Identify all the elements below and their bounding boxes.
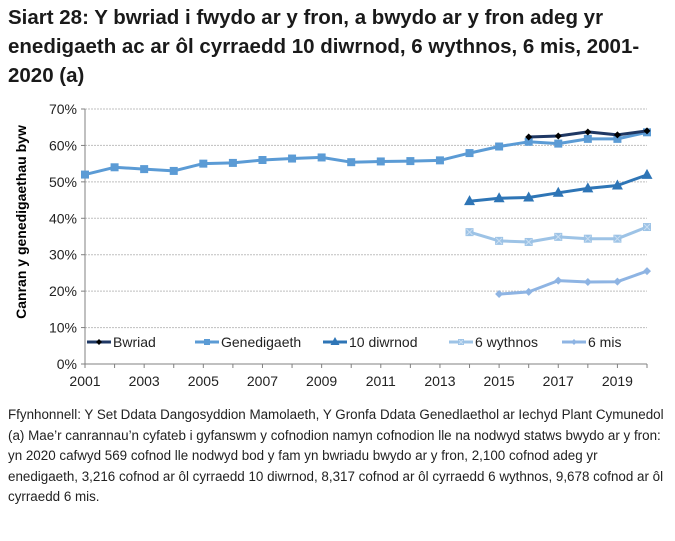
marker-triangle <box>330 337 340 345</box>
legend-item-bwriad: Bwriad <box>87 334 156 350</box>
series-line <box>498 269 648 296</box>
marker-x <box>584 235 592 243</box>
x-tick-label: 2015 <box>484 373 515 389</box>
marker-diamond <box>524 287 533 296</box>
marker-square <box>613 134 622 143</box>
x-axis-tick-labels: 2001 2003 2005 2007 2009 2011 2013 2015 2017 2019 <box>69 373 633 389</box>
marker-diamond <box>525 133 533 141</box>
series-10-diwrnod <box>464 168 653 206</box>
legend-item-6-wythnos: 6 wythnos <box>449 334 538 350</box>
marker-diamond <box>96 339 102 345</box>
marker-diamond <box>643 267 651 276</box>
x-tick-label: 2001 <box>69 373 100 389</box>
legend-label: Genedigaeth <box>221 334 301 350</box>
series-bwriad <box>525 127 651 141</box>
marker-triangle <box>641 168 653 179</box>
marker-square <box>81 170 89 179</box>
legend-label: 6 mis <box>588 334 621 350</box>
marker-square <box>140 165 149 174</box>
marker-diamond <box>613 277 622 286</box>
legend-label: 6 wythnos <box>475 334 538 350</box>
marker-square <box>228 158 237 167</box>
x-tick-label: 2017 <box>543 373 574 389</box>
y-tick-label: 50% <box>49 174 77 190</box>
legend-item-10-diwrnod: 10 diwrnod <box>323 334 418 350</box>
x-tick-label: 2005 <box>188 373 219 389</box>
line-chart: 0% 10% 20% 30% 40% 50% 60% 70% 2001 2003 2005 2007… <box>13 101 653 389</box>
legend: Bwriad Genedigaeth 10 diwrnod 6 wythnos 6 mi… <box>87 334 621 350</box>
marker-square <box>288 154 297 163</box>
legend-item-genedigaeth: Genedigaeth <box>195 334 301 350</box>
marker-square <box>110 163 119 172</box>
marker-square <box>406 157 415 166</box>
marker-square <box>317 153 326 162</box>
marker-square <box>435 156 444 165</box>
marker-square <box>258 156 267 164</box>
footnotes: Ffynhonnell: Y Set Ddata Dangosyddion Ma… <box>8 405 670 508</box>
marker-x <box>466 228 473 236</box>
source-note: Ffynhonnell: Y Set Ddata Dangosyddion Ma… <box>8 407 664 422</box>
y-tick-label: 0% <box>57 356 77 372</box>
y-tick-label: 60% <box>49 137 77 153</box>
y-tick-label: 20% <box>49 283 77 299</box>
series-6-wythnos <box>465 223 651 246</box>
y-tick-label: 30% <box>49 247 77 263</box>
marker-square <box>524 137 533 146</box>
legend-item-6-mis: 6 mis <box>562 334 621 350</box>
data-series <box>81 127 653 299</box>
marker-square <box>554 139 563 148</box>
marker-triangle <box>611 179 623 190</box>
marker-square <box>465 149 474 158</box>
marker-triangle <box>552 186 564 197</box>
marker-diamond <box>554 132 562 140</box>
marker-x <box>458 339 464 345</box>
x-tick-label: 2009 <box>306 373 337 389</box>
marker-diamond <box>613 131 621 139</box>
y-axis-tick-labels: 0% 10% 20% 30% 40% 50% 60% 70% <box>49 101 77 372</box>
marker-diamond <box>583 278 592 287</box>
series-line <box>84 130 648 177</box>
gridlines <box>85 108 647 329</box>
x-tick-label: 2019 <box>602 373 633 389</box>
y-axis-label: Canran y genedigaethau byw <box>13 125 29 319</box>
y-tick-label: 70% <box>49 101 77 117</box>
footnote-a: (a) Mae’r canrannau’n cyfateb i gyfanswm… <box>8 427 664 505</box>
legend-label: 10 diwrnod <box>349 334 418 350</box>
marker-diamond <box>643 127 651 135</box>
marker-diamond <box>495 290 504 299</box>
marker-x <box>614 235 621 243</box>
x-tick-label: 2007 <box>247 373 278 389</box>
legend-label: Bwriad <box>113 334 156 350</box>
marker-triangle <box>523 191 535 202</box>
marker-x <box>643 223 651 231</box>
marker-x <box>525 238 533 246</box>
x-tick-label: 2011 <box>366 373 396 389</box>
marker-square <box>495 142 504 151</box>
series-genedigaeth <box>81 128 651 179</box>
marker-diamond <box>584 128 592 136</box>
x-tick-label: 2013 <box>424 373 455 389</box>
marker-triangle <box>464 195 476 206</box>
marker-diamond <box>571 339 577 345</box>
marker-square <box>204 339 210 345</box>
marker-triangle <box>493 192 505 203</box>
marker-square <box>199 159 208 168</box>
y-tick-label: 10% <box>49 320 77 336</box>
chart-title: Siart 28: Y bwriad i fwydo ar y fron, a … <box>8 6 640 87</box>
marker-diamond <box>554 276 563 285</box>
axes <box>81 108 648 368</box>
marker-square <box>347 158 356 167</box>
y-tick-label: 40% <box>49 210 77 226</box>
series-6-mis <box>495 267 651 299</box>
marker-x <box>495 237 503 245</box>
x-tick-label: 2003 <box>129 373 160 389</box>
marker-square <box>376 157 385 166</box>
marker-x <box>554 233 562 241</box>
marker-triangle <box>582 182 594 193</box>
marker-square <box>583 134 592 143</box>
marker-square <box>169 166 178 175</box>
